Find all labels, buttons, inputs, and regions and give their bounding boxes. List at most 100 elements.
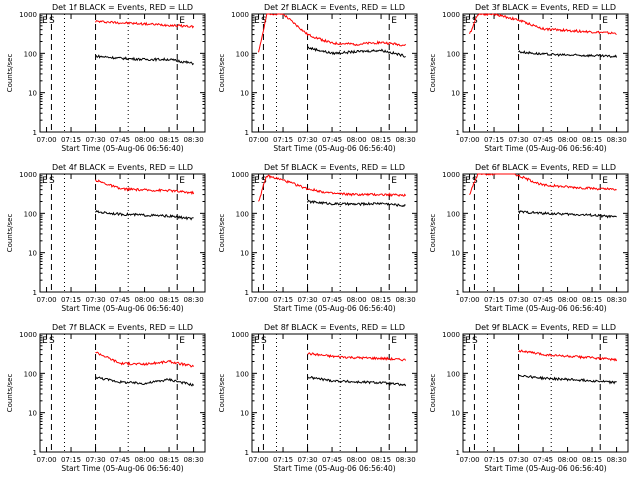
x-tick-label: 08:00 bbox=[346, 456, 366, 464]
x-tick-label: 07:00 bbox=[459, 136, 479, 144]
y-tick-label: 1 bbox=[33, 449, 37, 457]
y-tick-label: 1 bbox=[456, 129, 460, 137]
x-tick-label: 08:15 bbox=[159, 456, 179, 464]
x-tick-label: 08:00 bbox=[346, 136, 366, 144]
plot-frame bbox=[39, 333, 206, 453]
x-tick-label: 08:30 bbox=[183, 296, 203, 304]
x-tick-label: 07:45 bbox=[110, 456, 130, 464]
series-line-events bbox=[518, 50, 618, 59]
panel-title: Det 6f BLACK = Events, RED = LLD bbox=[475, 163, 616, 172]
x-tick-label: 07:15 bbox=[484, 136, 504, 144]
annotation-s: S bbox=[49, 176, 55, 186]
x-tick-label: 08:15 bbox=[159, 136, 179, 144]
x-tick-label: 08:30 bbox=[183, 456, 203, 464]
x-tick-label: 08:30 bbox=[183, 136, 203, 144]
series-line-lld bbox=[95, 179, 195, 195]
annotation-e: E bbox=[42, 176, 48, 186]
y-tick-label: 1 bbox=[245, 129, 249, 137]
y-tick-label: 10 bbox=[451, 410, 460, 418]
panel-det-6: Det 6f BLACK = Events, RED = LLD 1 10 100 10… bbox=[429, 163, 629, 313]
panel-det-2: Det 2f BLACK = Events, RED = LLD 1 10 100 10… bbox=[218, 3, 418, 153]
y-tick-label: 1000 bbox=[442, 171, 460, 179]
annotation-s: S bbox=[261, 176, 267, 186]
x-axis-label: Start Time (05-Aug-06 06:56:40) bbox=[61, 304, 183, 313]
y-tick-label: 1000 bbox=[231, 331, 249, 339]
x-tick-label: 07:00 bbox=[459, 456, 479, 464]
annotation-e: E bbox=[391, 176, 397, 186]
annotation-s: S bbox=[261, 16, 267, 26]
x-tick-label: 07:15 bbox=[273, 296, 293, 304]
panel-det-8: Det 8f BLACK = Events, RED = LLD 1 10 100 10… bbox=[218, 323, 418, 473]
series-line-lld bbox=[258, 13, 406, 53]
y-axis-label: Counts/sec bbox=[429, 374, 437, 413]
x-tick-label: 07:00 bbox=[248, 456, 268, 464]
annotation-s: S bbox=[49, 16, 55, 26]
y-axis-label: Counts/sec bbox=[218, 54, 226, 93]
x-tick-label: 07:15 bbox=[273, 136, 293, 144]
x-tick-label: 08:15 bbox=[582, 296, 602, 304]
series-line-lld bbox=[95, 351, 194, 368]
series-line-events bbox=[307, 199, 406, 208]
panel-title: Det 3f BLACK = Events, RED = LLD bbox=[475, 3, 616, 12]
series-line-events bbox=[307, 375, 407, 387]
x-tick-label: 07:30 bbox=[297, 136, 317, 144]
x-axis-label: Start Time (05-Aug-06 06:56:40) bbox=[484, 304, 606, 313]
x-tick-label: 08:30 bbox=[395, 456, 415, 464]
x-tick-label: 07:30 bbox=[508, 456, 528, 464]
series-line-events bbox=[518, 374, 617, 385]
panel-det-7: Det 7f BLACK = Events, RED = LLD 1 10 100 10… bbox=[6, 323, 206, 473]
y-tick-label: 1000 bbox=[442, 11, 460, 19]
series-line-events bbox=[95, 209, 194, 221]
x-tick-label: 07:15 bbox=[61, 456, 81, 464]
panel-det-3: Det 3f BLACK = Events, RED = LLD 1 10 100 10… bbox=[429, 3, 629, 153]
annotation-s: S bbox=[49, 336, 55, 346]
x-tick-label: 07:45 bbox=[322, 456, 342, 464]
x-axis-label: Start Time (05-Aug-06 06:56:40) bbox=[273, 144, 395, 153]
x-tick-label: 07:00 bbox=[36, 296, 56, 304]
y-tick-label: 100 bbox=[236, 210, 249, 218]
y-tick-label: 1000 bbox=[231, 171, 249, 179]
x-tick-label: 07:30 bbox=[85, 456, 105, 464]
x-tick-label: 07:15 bbox=[484, 296, 504, 304]
x-axis-label: Start Time (05-Aug-06 06:56:40) bbox=[484, 464, 606, 473]
annotation-e: E bbox=[254, 16, 260, 26]
y-tick-label: 100 bbox=[447, 210, 460, 218]
x-tick-label: 07:15 bbox=[61, 296, 81, 304]
y-tick-label: 100 bbox=[24, 210, 37, 218]
x-tick-label: 07:45 bbox=[110, 296, 130, 304]
y-tick-label: 1000 bbox=[19, 171, 37, 179]
annotation-e: E bbox=[602, 16, 608, 26]
plot-frame bbox=[39, 13, 206, 133]
y-tick-label: 100 bbox=[236, 370, 249, 378]
plot-frame bbox=[251, 13, 418, 133]
x-tick-label: 07:45 bbox=[110, 136, 130, 144]
x-tick-label: 08:15 bbox=[159, 296, 179, 304]
annotation-e: E bbox=[391, 336, 397, 346]
y-tick-label: 1000 bbox=[19, 11, 37, 19]
x-tick-label: 07:00 bbox=[248, 136, 268, 144]
panel-title: Det 1f BLACK = Events, RED = LLD bbox=[52, 3, 193, 12]
panel-det-1: Det 1f BLACK = Events, RED = LLD 1 10 100 10… bbox=[6, 3, 206, 153]
x-tick-label: 07:30 bbox=[85, 296, 105, 304]
x-tick-label: 07:45 bbox=[533, 136, 553, 144]
x-axis-label: Start Time (05-Aug-06 06:56:40) bbox=[61, 144, 183, 153]
x-tick-label: 07:00 bbox=[459, 296, 479, 304]
x-tick-label: 08:30 bbox=[395, 296, 415, 304]
y-tick-label: 100 bbox=[24, 370, 37, 378]
x-tick-label: 07:15 bbox=[61, 136, 81, 144]
series-line-events bbox=[307, 46, 406, 58]
y-tick-label: 1 bbox=[456, 449, 460, 457]
y-tick-label: 1000 bbox=[19, 331, 37, 339]
panel-title: Det 5f BLACK = Events, RED = LLD bbox=[264, 163, 405, 172]
x-tick-label: 07:45 bbox=[322, 296, 342, 304]
y-tick-label: 1 bbox=[245, 289, 249, 297]
plot-frame bbox=[251, 333, 418, 453]
y-tick-label: 1000 bbox=[231, 11, 249, 19]
x-tick-label: 08:00 bbox=[557, 456, 577, 464]
series-line-lld bbox=[95, 20, 195, 29]
y-axis-label: Counts/sec bbox=[6, 374, 14, 413]
panel-det-4: Det 4f BLACK = Events, RED = LLD 1 10 100 10… bbox=[6, 163, 206, 313]
panel-title: Det 2f BLACK = Events, RED = LLD bbox=[264, 3, 405, 12]
x-tick-label: 08:00 bbox=[134, 456, 154, 464]
annotation-e: E bbox=[465, 336, 471, 346]
